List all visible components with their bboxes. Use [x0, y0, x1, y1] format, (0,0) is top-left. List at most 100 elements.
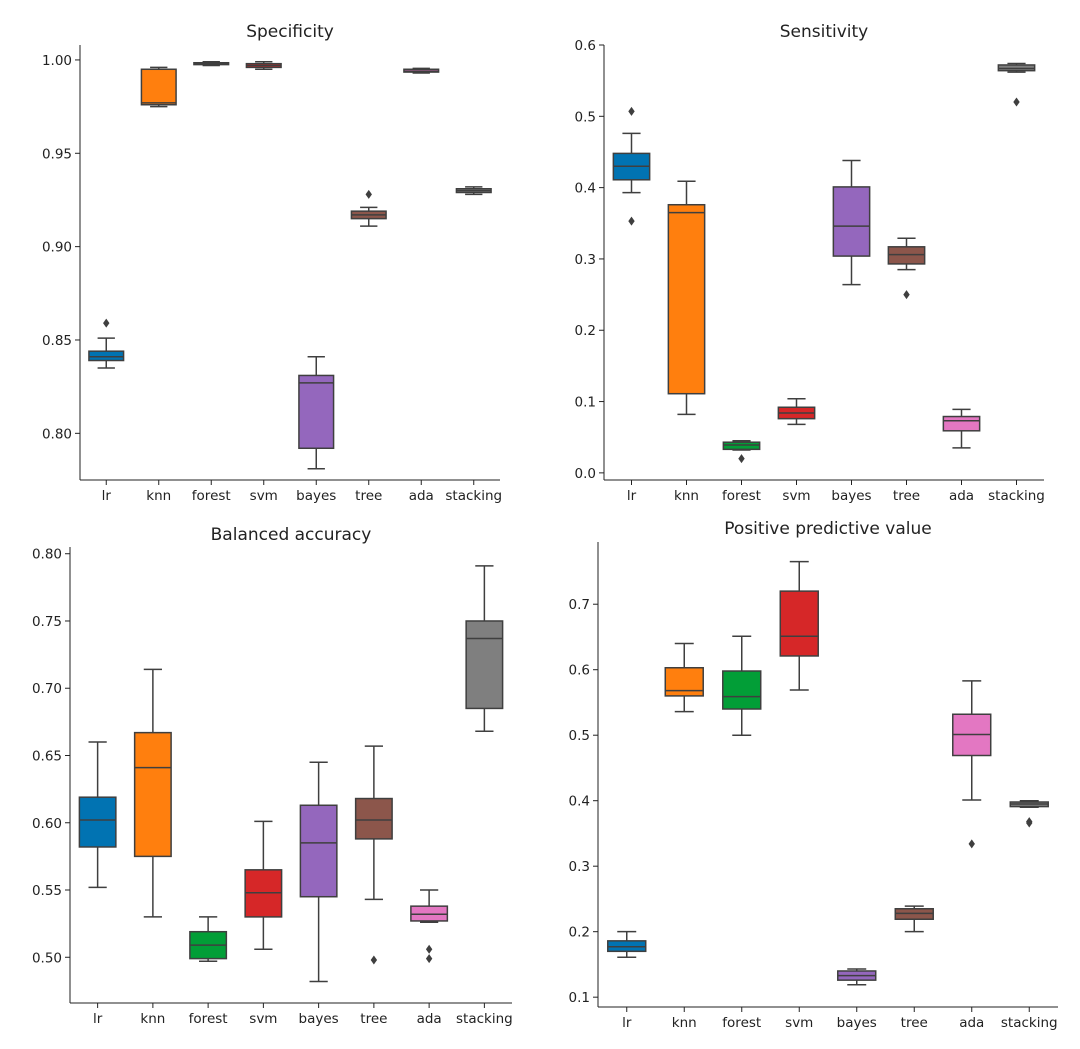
- x-tick-label-svm: svm: [250, 488, 278, 504]
- box-bayes: [832, 159, 871, 286]
- outlier-point: [738, 454, 745, 464]
- y-tick-label: 0.1: [569, 990, 590, 1006]
- box-forest: [193, 61, 230, 67]
- x-tick-label-ada: ada: [409, 488, 434, 504]
- box-lr: [78, 741, 117, 889]
- box-svm: [779, 560, 819, 691]
- box-stacking: [465, 565, 504, 733]
- y-tick-label: 0.70: [32, 681, 62, 697]
- y-tick-label: 0.3: [575, 252, 596, 268]
- x-tick-label-stacking: stacking: [988, 488, 1045, 504]
- x-tick-label-lr: lr: [93, 1011, 103, 1027]
- x-tick-label-bayes: bayes: [837, 1015, 877, 1031]
- y-tick-label: 0.80: [42, 426, 72, 442]
- y-tick-label: 0.55: [32, 883, 62, 899]
- panel-sensitivity: Sensitivity 0.0 0.1 0.2 0.3 0.4 0.5 0.6 lr knn for…: [575, 22, 1045, 504]
- box-svm: [777, 397, 816, 426]
- x-tick-label-svm: svm: [249, 1011, 277, 1027]
- x-tick-label-tree: tree: [893, 488, 920, 504]
- x-tick-label-lr: lr: [627, 488, 637, 504]
- y-tick-label: 0.65: [32, 748, 62, 764]
- y-tick-label: 0.85: [42, 333, 72, 349]
- box-tree: [350, 189, 387, 227]
- box-forest: [722, 440, 761, 464]
- y-tick-label: 0.4: [575, 181, 596, 197]
- box-ada: [403, 67, 440, 74]
- box-lr: [607, 930, 647, 958]
- panel-balanced-accuracy: Balanced accuracy 0.50 0.55 0.60 0.65 0.70 0.7…: [32, 525, 513, 1027]
- box-lr: [88, 318, 125, 369]
- x-tick-label-svm: svm: [782, 488, 810, 504]
- x-tick-label-knn: knn: [674, 488, 699, 504]
- box-stacking: [1009, 799, 1049, 828]
- x-tick-label-lr: lr: [622, 1015, 632, 1031]
- outlier-point: [425, 954, 433, 964]
- box-ada: [952, 680, 992, 849]
- x-tick-label-tree: tree: [355, 488, 382, 504]
- x-tick-label-ada: ada: [417, 1011, 442, 1027]
- iqr-box: [779, 590, 819, 657]
- box-ada: [410, 889, 449, 964]
- x-tick-label-bayes: bayes: [296, 488, 336, 504]
- outlier-point: [1026, 818, 1033, 828]
- iqr-box: [78, 796, 117, 848]
- y-tick-label: 1.00: [42, 53, 72, 69]
- x-tick-label-stacking: stacking: [1001, 1015, 1058, 1031]
- y-tick-label: 0.0: [575, 466, 596, 482]
- y-tick-label: 0.90: [42, 240, 72, 256]
- x-tick-label-ada: ada: [959, 1015, 984, 1031]
- y-tick-label: 0.4: [569, 794, 590, 810]
- chart-title: Balanced accuracy: [211, 525, 372, 545]
- y-tick-label: 0.5: [575, 109, 596, 125]
- outlier-point: [365, 189, 372, 199]
- x-tick-label-forest: forest: [722, 1015, 761, 1031]
- box-bayes: [299, 761, 338, 983]
- x-tick-label-bayes: bayes: [299, 1011, 339, 1027]
- y-tick-label: 0.5: [569, 728, 590, 744]
- box-knn: [667, 180, 706, 416]
- iqr-box: [664, 666, 704, 697]
- y-tick-label: 0.6: [569, 663, 590, 679]
- y-tick-label: 0.2: [569, 925, 590, 941]
- box-tree: [887, 237, 926, 300]
- iqr-box: [298, 374, 335, 450]
- y-tick-label: 0.50: [32, 950, 62, 966]
- box-ada: [942, 408, 981, 449]
- box-svm: [245, 61, 282, 71]
- x-tick-label-forest: forest: [189, 1011, 228, 1027]
- box-bayes: [837, 968, 877, 986]
- y-tick-label: 0.3: [569, 859, 590, 875]
- box-forest: [189, 916, 228, 963]
- outlier-point: [1013, 97, 1020, 107]
- x-tick-label-tree: tree: [901, 1015, 928, 1031]
- box-stacking: [455, 186, 492, 196]
- outlier-point: [903, 290, 910, 300]
- box-forest: [722, 635, 762, 736]
- x-tick-label-knn: knn: [140, 1011, 165, 1027]
- x-tick-label-stacking: stacking: [445, 488, 502, 504]
- box-knn: [133, 668, 172, 918]
- iqr-box: [465, 620, 504, 710]
- outlier-point: [370, 955, 378, 965]
- box-tree: [354, 745, 393, 965]
- x-tick-label-stacking: stacking: [456, 1011, 513, 1027]
- y-tick-label: 0.95: [42, 146, 72, 162]
- iqr-box: [667, 203, 706, 395]
- outlier-point: [628, 106, 635, 116]
- y-tick-label: 0.2: [575, 323, 596, 339]
- x-tick-label-knn: knn: [672, 1015, 697, 1031]
- iqr-box: [354, 797, 393, 840]
- y-tick-label: 0.1: [575, 395, 596, 411]
- box-tree: [894, 905, 934, 933]
- iqr-box: [832, 186, 871, 257]
- outlier-point: [103, 318, 110, 328]
- box-knn: [664, 642, 704, 713]
- box-bayes: [298, 356, 335, 470]
- box-svm: [244, 820, 283, 950]
- outlier-point: [968, 839, 975, 849]
- panel-specificity: Specificity 0.80 0.85 0.90 0.95 1.00 lr knn fore…: [42, 22, 502, 504]
- y-tick-label: 0.75: [32, 614, 62, 630]
- x-tick-label-lr: lr: [102, 488, 112, 504]
- iqr-box: [140, 68, 177, 106]
